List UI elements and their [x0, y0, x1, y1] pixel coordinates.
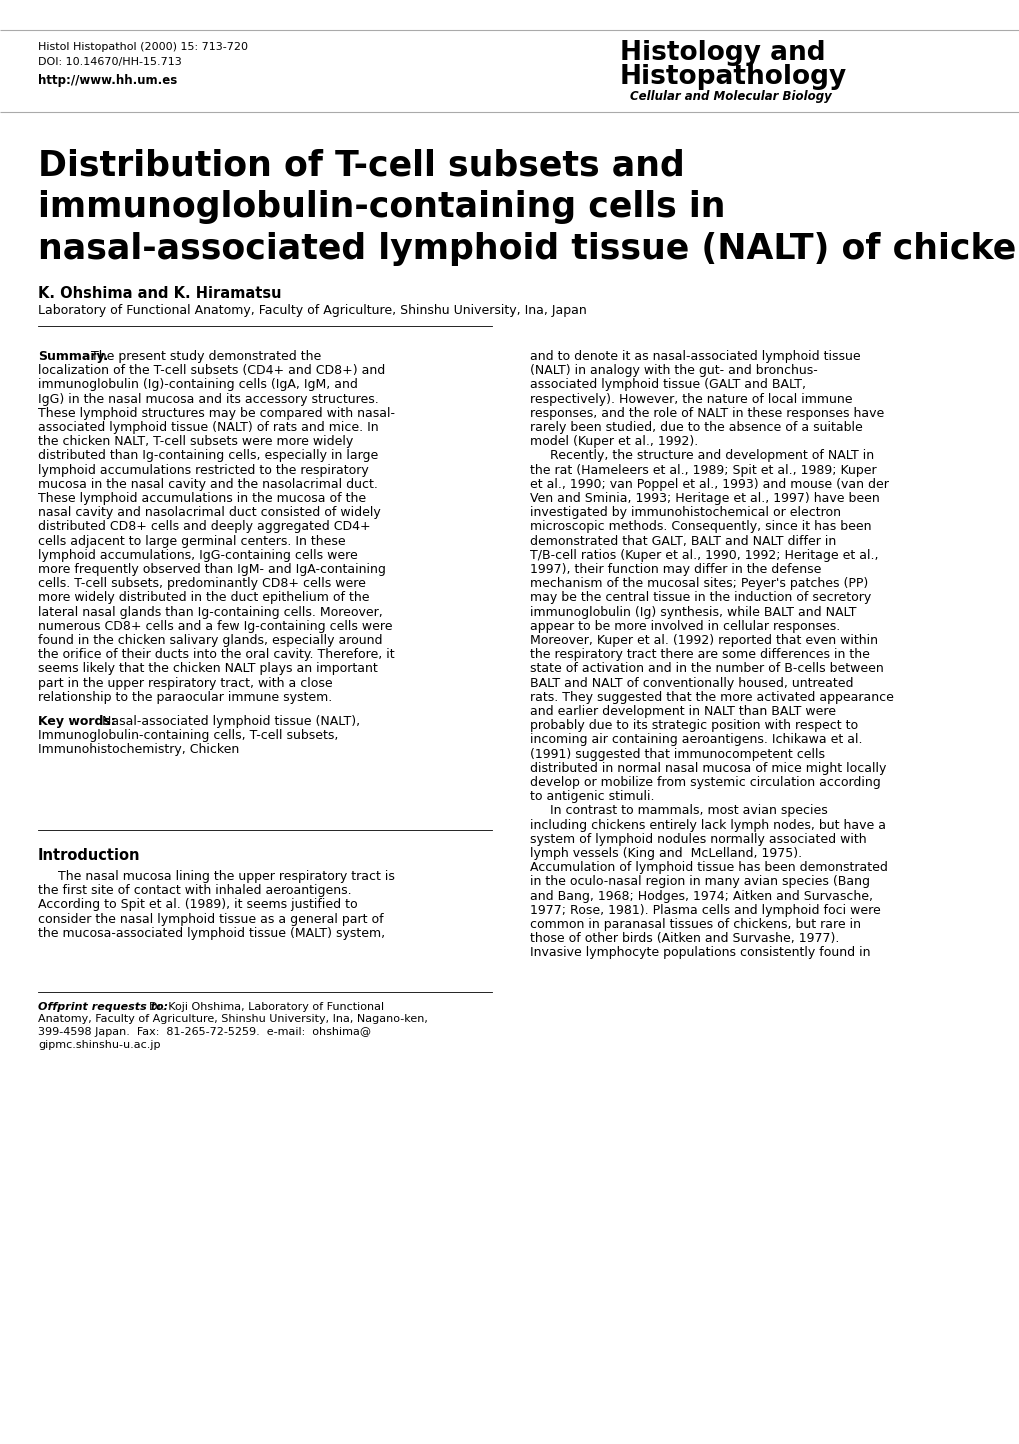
- Text: including chickens entirely lack lymph nodes, but have a: including chickens entirely lack lymph n…: [530, 819, 886, 832]
- Text: DOI: 10.14670/HH-15.713: DOI: 10.14670/HH-15.713: [38, 56, 181, 66]
- Text: the orifice of their ducts into the oral cavity. Therefore, it: the orifice of their ducts into the oral…: [38, 648, 394, 661]
- Text: and earlier development in NALT than BALT were: and earlier development in NALT than BAL…: [530, 705, 836, 718]
- Text: Offprint requests to:: Offprint requests to:: [38, 1002, 168, 1012]
- Text: the chicken NALT, T-cell subsets were more widely: the chicken NALT, T-cell subsets were mo…: [38, 435, 353, 448]
- Text: and to denote it as nasal-associated lymphoid tissue: and to denote it as nasal-associated lym…: [530, 349, 860, 362]
- Text: the respiratory tract there are some differences in the: the respiratory tract there are some dif…: [530, 648, 869, 661]
- Text: those of other birds (Aitken and Survashe, 1977).: those of other birds (Aitken and Survash…: [530, 933, 839, 946]
- Text: The present study demonstrated the: The present study demonstrated the: [83, 349, 321, 362]
- Text: in the oculo-nasal region in many avian species (Bang: in the oculo-nasal region in many avian …: [530, 875, 869, 888]
- Text: T/B-cell ratios (Kuper et al., 1990, 1992; Heritage et al.,: T/B-cell ratios (Kuper et al., 1990, 199…: [530, 549, 877, 562]
- Text: According to Spit et al. (1989), it seems justified to: According to Spit et al. (1989), it seem…: [38, 898, 358, 911]
- Text: Summary.: Summary.: [38, 349, 108, 362]
- Text: immunoglobulin-containing cells in: immunoglobulin-containing cells in: [38, 191, 725, 224]
- Text: rarely been studied, due to the absence of a suitable: rarely been studied, due to the absence …: [530, 422, 862, 435]
- Text: Accumulation of lymphoid tissue has been demonstrated: Accumulation of lymphoid tissue has been…: [530, 861, 887, 874]
- Text: the mucosa-associated lymphoid tissue (MALT) system,: the mucosa-associated lymphoid tissue (M…: [38, 927, 385, 940]
- Text: 1997), their function may differ in the defense: 1997), their function may differ in the …: [530, 563, 820, 576]
- Text: Recently, the structure and development of NALT in: Recently, the structure and development …: [530, 449, 873, 462]
- Text: Histology and: Histology and: [620, 40, 824, 66]
- Text: lymph vessels (King and  McLelland, 1975).: lymph vessels (King and McLelland, 1975)…: [530, 848, 801, 861]
- Text: IgG) in the nasal mucosa and its accessory structures.: IgG) in the nasal mucosa and its accesso…: [38, 393, 378, 406]
- Text: Distribution of T-cell subsets and: Distribution of T-cell subsets and: [38, 147, 684, 182]
- Text: gipmc.shinshu-u.ac.jp: gipmc.shinshu-u.ac.jp: [38, 1040, 160, 1050]
- Text: Histol Histopathol (2000) 15: 713-720: Histol Histopathol (2000) 15: 713-720: [38, 42, 248, 52]
- Text: 399-4598 Japan.  Fax:  81-265-72-5259.  e-mail:  ohshima@: 399-4598 Japan. Fax: 81-265-72-5259. e-m…: [38, 1027, 371, 1037]
- Text: Ven and Sminia, 1993; Heritage et al., 1997) have been: Ven and Sminia, 1993; Heritage et al., 1…: [530, 492, 878, 505]
- Text: Cellular and Molecular Biology: Cellular and Molecular Biology: [630, 90, 830, 103]
- Text: the first site of contact with inhaled aeroantigens.: the first site of contact with inhaled a…: [38, 884, 352, 897]
- Text: Introduction: Introduction: [38, 848, 141, 864]
- Text: The nasal mucosa lining the upper respiratory tract is: The nasal mucosa lining the upper respir…: [38, 869, 394, 882]
- Text: responses, and the role of NALT in these responses have: responses, and the role of NALT in these…: [530, 407, 883, 420]
- Text: microscopic methods. Consequently, since it has been: microscopic methods. Consequently, since…: [530, 520, 870, 533]
- Text: more widely distributed in the duct epithelium of the: more widely distributed in the duct epit…: [38, 592, 369, 605]
- Text: Laboratory of Functional Anatomy, Faculty of Agriculture, Shinshu University, In: Laboratory of Functional Anatomy, Facult…: [38, 305, 586, 318]
- Text: found in the chicken salivary glands, especially around: found in the chicken salivary glands, es…: [38, 634, 382, 647]
- Text: develop or mobilize from systemic circulation according: develop or mobilize from systemic circul…: [530, 775, 879, 788]
- Text: relationship to the paraocular immune system.: relationship to the paraocular immune sy…: [38, 690, 332, 703]
- Text: part in the upper respiratory tract, with a close: part in the upper respiratory tract, wit…: [38, 677, 332, 690]
- Text: cells. T-cell subsets, predominantly CD8+ cells were: cells. T-cell subsets, predominantly CD8…: [38, 578, 366, 591]
- Text: common in paranasal tissues of chickens, but rare in: common in paranasal tissues of chickens,…: [530, 918, 860, 931]
- Text: model (Kuper et al., 1992).: model (Kuper et al., 1992).: [530, 435, 698, 448]
- Text: and Bang, 1968; Hodges, 1974; Aitken and Survasche,: and Bang, 1968; Hodges, 1974; Aitken and…: [530, 890, 872, 902]
- Text: associated lymphoid tissue (NALT) of rats and mice. In: associated lymphoid tissue (NALT) of rat…: [38, 422, 378, 435]
- Text: K. Ohshima and K. Hiramatsu: K. Ohshima and K. Hiramatsu: [38, 286, 281, 300]
- Text: Immunohistochemistry, Chicken: Immunohistochemistry, Chicken: [38, 744, 239, 757]
- Text: system of lymphoid nodules normally associated with: system of lymphoid nodules normally asso…: [530, 833, 866, 846]
- Text: rats. They suggested that the more activated appearance: rats. They suggested that the more activ…: [530, 690, 893, 703]
- Text: nasal cavity and nasolacrimal duct consisted of widely: nasal cavity and nasolacrimal duct consi…: [38, 507, 380, 520]
- Text: lateral nasal glands than Ig-containing cells. Moreover,: lateral nasal glands than Ig-containing …: [38, 605, 382, 618]
- Text: to antigenic stimuli.: to antigenic stimuli.: [530, 790, 654, 803]
- Text: state of activation and in the number of B-cells between: state of activation and in the number of…: [530, 663, 882, 676]
- Text: Key words:: Key words:: [38, 715, 115, 728]
- Text: http://www.hh.um.es: http://www.hh.um.es: [38, 74, 177, 87]
- Text: nasal-associated lymphoid tissue (NALT) of chickens: nasal-associated lymphoid tissue (NALT) …: [38, 232, 1019, 266]
- Text: These lymphoid structures may be compared with nasal-: These lymphoid structures may be compare…: [38, 407, 394, 420]
- Text: seems likely that the chicken NALT plays an important: seems likely that the chicken NALT plays…: [38, 663, 377, 676]
- Text: immunoglobulin (Ig)-containing cells (IgA, IgM, and: immunoglobulin (Ig)-containing cells (Ig…: [38, 378, 358, 391]
- Text: respectively). However, the nature of local immune: respectively). However, the nature of lo…: [530, 393, 852, 406]
- Text: the rat (Hameleers et al., 1989; Spit et al., 1989; Kuper: the rat (Hameleers et al., 1989; Spit et…: [530, 464, 875, 477]
- Text: Dr. Koji Ohshima, Laboratory of Functional: Dr. Koji Ohshima, Laboratory of Function…: [142, 1002, 384, 1012]
- Text: localization of the T-cell subsets (CD4+ and CD8+) and: localization of the T-cell subsets (CD4+…: [38, 364, 385, 377]
- Text: mechanism of the mucosal sites; Peyer's patches (PP): mechanism of the mucosal sites; Peyer's …: [530, 578, 867, 591]
- Text: consider the nasal lymphoid tissue as a general part of: consider the nasal lymphoid tissue as a …: [38, 913, 383, 926]
- Text: (1991) suggested that immunocompetent cells: (1991) suggested that immunocompetent ce…: [530, 748, 824, 761]
- Text: immunoglobulin (Ig) synthesis, while BALT and NALT: immunoglobulin (Ig) synthesis, while BAL…: [530, 605, 856, 618]
- Text: Nasal-associated lymphoid tissue (NALT),: Nasal-associated lymphoid tissue (NALT),: [94, 715, 360, 728]
- Text: probably due to its strategic position with respect to: probably due to its strategic position w…: [530, 719, 857, 732]
- Text: mucosa in the nasal cavity and the nasolacrimal duct.: mucosa in the nasal cavity and the nasol…: [38, 478, 377, 491]
- Text: investigated by immunohistochemical or electron: investigated by immunohistochemical or e…: [530, 507, 841, 520]
- Text: distributed in normal nasal mucosa of mice might locally: distributed in normal nasal mucosa of mi…: [530, 762, 886, 775]
- Text: lymphoid accumulations restricted to the respiratory: lymphoid accumulations restricted to the…: [38, 464, 369, 477]
- Text: cells adjacent to large germinal centers. In these: cells adjacent to large germinal centers…: [38, 534, 345, 547]
- Text: Anatomy, Faculty of Agriculture, Shinshu University, Ina, Nagano-ken,: Anatomy, Faculty of Agriculture, Shinshu…: [38, 1015, 427, 1024]
- Text: may be the central tissue in the induction of secretory: may be the central tissue in the inducti…: [530, 592, 870, 605]
- Text: Histopathology: Histopathology: [620, 64, 847, 90]
- Text: distributed CD8+ cells and deeply aggregated CD4+: distributed CD8+ cells and deeply aggreg…: [38, 520, 370, 533]
- Text: Invasive lymphocyte populations consistently found in: Invasive lymphocyte populations consiste…: [530, 946, 869, 959]
- Text: et al., 1990; van Poppel et al., 1993) and mouse (van der: et al., 1990; van Poppel et al., 1993) a…: [530, 478, 888, 491]
- Text: associated lymphoid tissue (GALT and BALT,: associated lymphoid tissue (GALT and BAL…: [530, 378, 805, 391]
- Text: BALT and NALT of conventionally housed, untreated: BALT and NALT of conventionally housed, …: [530, 677, 853, 690]
- Text: appear to be more involved in cellular responses.: appear to be more involved in cellular r…: [530, 619, 840, 632]
- Text: Immunoglobulin-containing cells, T-cell subsets,: Immunoglobulin-containing cells, T-cell …: [38, 729, 338, 742]
- Text: numerous CD8+ cells and a few Ig-containing cells were: numerous CD8+ cells and a few Ig-contain…: [38, 619, 392, 632]
- Text: demonstrated that GALT, BALT and NALT differ in: demonstrated that GALT, BALT and NALT di…: [530, 534, 836, 547]
- Text: more frequently observed than IgM- and IgA-containing: more frequently observed than IgM- and I…: [38, 563, 385, 576]
- Text: These lymphoid accumulations in the mucosa of the: These lymphoid accumulations in the muco…: [38, 492, 366, 505]
- Text: 1977; Rose, 1981). Plasma cells and lymphoid foci were: 1977; Rose, 1981). Plasma cells and lymp…: [530, 904, 879, 917]
- Text: distributed than Ig-containing cells, especially in large: distributed than Ig-containing cells, es…: [38, 449, 378, 462]
- Text: (NALT) in analogy with the gut- and bronchus-: (NALT) in analogy with the gut- and bron…: [530, 364, 817, 377]
- Text: In contrast to mammals, most avian species: In contrast to mammals, most avian speci…: [530, 804, 827, 817]
- Text: incoming air containing aeroantigens. Ichikawa et al.: incoming air containing aeroantigens. Ic…: [530, 734, 862, 747]
- Text: lymphoid accumulations, IgG-containing cells were: lymphoid accumulations, IgG-containing c…: [38, 549, 358, 562]
- Text: Moreover, Kuper et al. (1992) reported that even within: Moreover, Kuper et al. (1992) reported t…: [530, 634, 877, 647]
